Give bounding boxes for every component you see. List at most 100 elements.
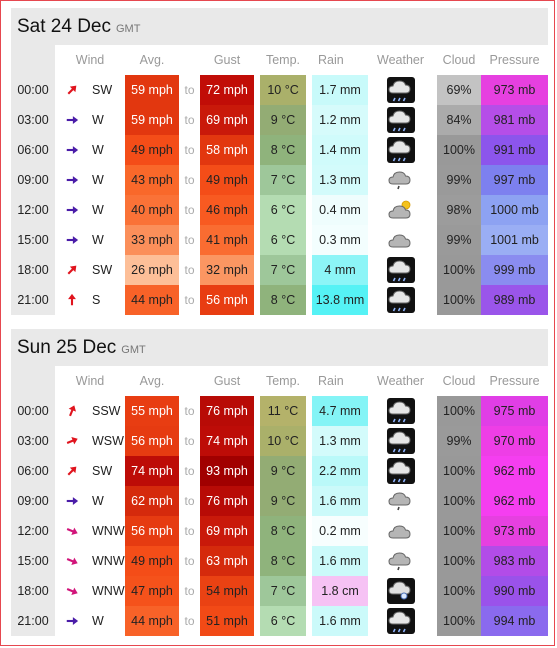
weather-cell: [374, 426, 427, 456]
temperature-cell: 8 °C: [260, 516, 307, 546]
temperature-cell: 11 °C: [260, 396, 307, 426]
pressure-cell: 981 mb: [481, 105, 549, 135]
day-block-sat: Sat 24 Dec GMT Wind Avg. Gust Temp. Rain: [11, 8, 549, 315]
rain-cell: 1.6 mm: [312, 606, 369, 636]
avg-wind-cell: 62 mph: [125, 486, 180, 516]
spacer-cell: [427, 135, 437, 165]
wind-direction-arrow-icon: [55, 426, 88, 456]
pressure-cell: 989 mb: [481, 285, 549, 315]
wind-direction-cell: SW: [92, 464, 113, 478]
weather-cell: [374, 516, 427, 546]
gust-cell: 74 mph: [200, 426, 255, 456]
to-label: to: [184, 203, 195, 217]
avg-wind-cell: 40 mph: [125, 195, 180, 225]
heavy-rain-cloud-icon: [386, 608, 415, 634]
to-label: to: [184, 584, 195, 598]
wind-direction-cell: W: [92, 614, 104, 628]
cloud-cell: 100%: [437, 255, 482, 285]
avg-header: Avg.: [139, 53, 165, 67]
temperature-cell: 9 °C: [260, 456, 307, 486]
avg-wind-cell: 56 mph: [125, 516, 180, 546]
wind-direction-arrow-icon: [55, 225, 88, 255]
pressure-cell: 1000 mb: [481, 195, 549, 225]
temperature-cell: 7 °C: [260, 576, 307, 606]
light-rain-cloud-icon: [387, 548, 415, 574]
light-rain-cloud-icon: [387, 488, 415, 514]
wind-direction-cell: W: [92, 203, 104, 217]
gust-cell: 46 mph: [200, 195, 255, 225]
wind-direction-cell: W: [92, 233, 104, 247]
avg-wind-cell: 56 mph: [125, 426, 180, 456]
temperature-cell: 6 °C: [260, 606, 307, 636]
spacer-cell: [427, 105, 437, 135]
weather-cell: [374, 135, 427, 165]
day-title: Sat 24 Dec: [17, 15, 111, 37]
rain-cell: 1.6 mm: [312, 486, 369, 516]
pressure-cell: 962 mb: [481, 486, 549, 516]
cloud-cell: 99%: [437, 426, 482, 456]
wind-direction-arrow-icon: [55, 396, 88, 426]
day-title: Sun 25 Dec: [17, 336, 117, 358]
day-block-sun: Sun 25 Dec GMT Wind Avg. Gust Temp. Rain: [11, 329, 549, 636]
wind-direction-arrow-icon: [55, 285, 88, 315]
weather-cell: [374, 225, 427, 255]
weather-cell: [374, 576, 427, 606]
rain-cell: 1.4 mm: [312, 135, 369, 165]
to-label: to: [184, 143, 195, 157]
to-label: to: [184, 113, 195, 127]
gust-header: Gust: [213, 53, 241, 67]
forecast-row: 15:00 W 33 mph to 41 mph 6 °C 0.3 mm 99% 1001 mb: [11, 225, 549, 255]
wind-direction-arrow-icon: [55, 456, 88, 486]
forecast-table: Wind Avg. Gust Temp. Rain Weather Cloud …: [11, 45, 549, 315]
avg-wind-cell: 49 mph: [125, 546, 180, 576]
temperature-cell: 6 °C: [260, 195, 307, 225]
cloud-cell: 100%: [437, 516, 482, 546]
pressure-cell: 970 mb: [481, 426, 549, 456]
weather-header: Weather: [377, 53, 425, 67]
cloud-icon: [387, 518, 415, 544]
rain-cell: 1.8 cm: [312, 576, 369, 606]
weather-cell: [374, 486, 427, 516]
avg-wind-cell: 55 mph: [125, 396, 180, 426]
avg-wind-cell: 59 mph: [125, 75, 180, 105]
pressure-cell: 994 mb: [481, 606, 549, 636]
to-label: to: [184, 524, 195, 538]
time-cell: 09:00: [11, 165, 55, 195]
spacer-cell: [427, 195, 437, 225]
spacer-header: [427, 366, 437, 396]
gust-cell: 56 mph: [200, 285, 255, 315]
cloud-cell: 100%: [437, 285, 482, 315]
wind-direction-arrow-icon: [55, 516, 88, 546]
forecast-table: Wind Avg. Gust Temp. Rain Weather Cloud …: [11, 366, 549, 636]
to-label: to: [184, 614, 195, 628]
spacer-cell: [427, 165, 437, 195]
wind-direction-cell: WNW: [92, 584, 125, 598]
temperature-cell: 6 °C: [260, 225, 307, 255]
cloud-header: Cloud: [442, 53, 476, 67]
cloud-icon: [387, 227, 415, 253]
snow-cloud-icon: [386, 578, 415, 604]
gust-cell: 54 mph: [200, 576, 255, 606]
heavy-rain-cloud-icon: [386, 107, 415, 133]
forecast-row: 03:00 W 59 mph to 69 mph 9 °C 1.2 mm 84% 981 mb: [11, 105, 549, 135]
heavy-rain-cloud-icon: [386, 428, 415, 454]
time-cell: 18:00: [11, 576, 55, 606]
sun-cloud-icon: [387, 197, 415, 223]
gust-cell: 58 mph: [200, 135, 255, 165]
gust-cell: 49 mph: [200, 165, 255, 195]
avg-wind-cell: 49 mph: [125, 135, 180, 165]
to-label: to: [184, 404, 195, 418]
time-cell: 12:00: [11, 516, 55, 546]
pressure-cell: 990 mb: [481, 576, 549, 606]
rain-header: Rain: [318, 53, 344, 67]
spacer-cell: [427, 285, 437, 315]
weather-cell: [374, 546, 427, 576]
wind-direction-arrow-icon: [55, 606, 88, 636]
forecast-row: 09:00 W 43 mph to 49 mph 7 °C 1.3 mm 99% 997 mb: [11, 165, 549, 195]
rain-cell: 4.7 mm: [312, 396, 369, 426]
wind-direction-arrow-icon: [55, 546, 88, 576]
temperature-cell: 7 °C: [260, 255, 307, 285]
forecast-row: 15:00 WNW 49 mph to 63 mph 8 °C 1.6 mm 100% 983 …: [11, 546, 549, 576]
rain-cell: 13.8 mm: [312, 285, 369, 315]
